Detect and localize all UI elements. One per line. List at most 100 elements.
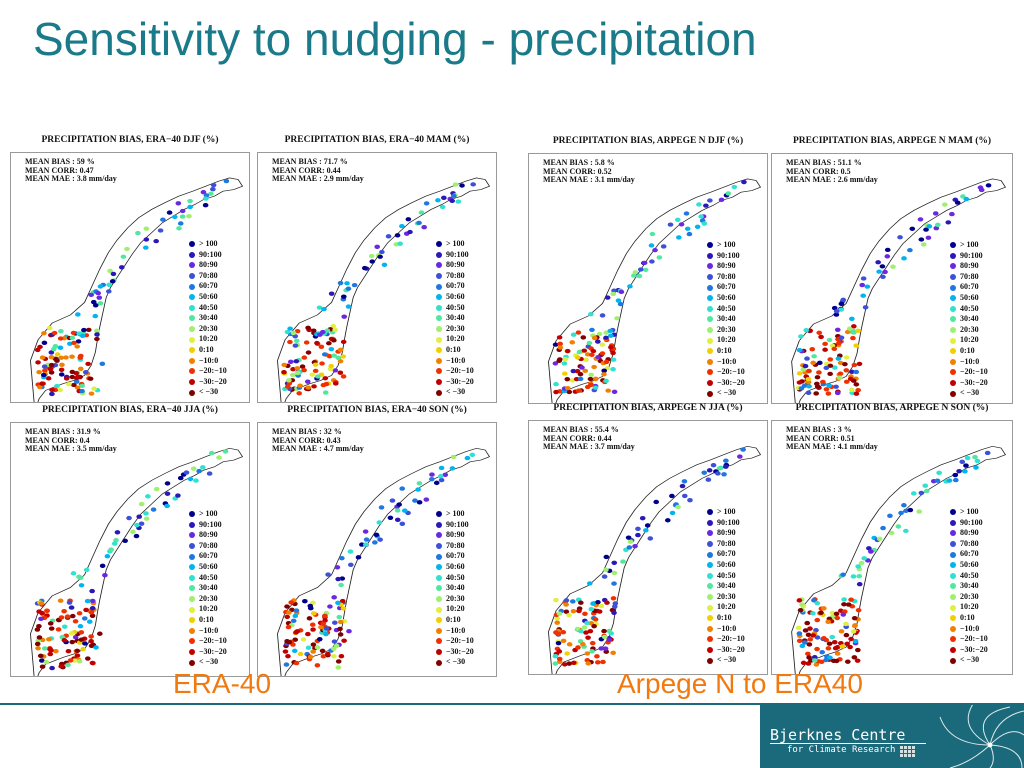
station-marker [636,273,643,279]
station-marker [347,549,354,554]
station-marker [884,247,891,253]
legend-entry: 20:30 [707,325,745,336]
station-marker [814,646,820,652]
legend-entry: 10:20 [707,602,745,613]
station-marker [210,187,216,192]
station-marker [429,472,435,477]
station-marker [946,478,953,483]
station-marker [68,631,75,636]
station-marker [287,326,293,331]
legend-label: −20:−10 [717,367,745,377]
legend-label: < −30 [960,388,980,398]
legend-label: −20:−10 [446,366,474,376]
station-marker [706,468,713,473]
legend-entry: < −30 [950,655,988,666]
station-marker [856,573,863,579]
map-panel: PRECIPITATION BIAS, ARPEGE N MAM (%) MEAN… [771,136,1013,404]
station-marker [635,532,641,538]
station-marker [42,368,48,373]
station-marker [88,634,94,639]
station-marker [450,454,457,460]
station-marker [611,610,617,615]
station-marker [339,555,345,561]
station-marker [337,347,344,352]
station-marker [560,638,567,644]
station-marker [331,353,337,358]
station-marker [88,292,94,298]
legend-entry: 20:30 [436,324,474,335]
legend-entry: −10:0 [189,356,227,367]
station-marker [429,476,435,482]
station-marker [554,620,561,625]
station-marker [363,542,369,547]
station-marker [470,182,476,187]
station-marker [827,371,833,377]
station-marker [843,621,849,627]
station-marker [574,355,581,360]
legend-label: > 100 [960,240,979,249]
legend-color-dot [189,532,195,539]
station-marker [92,303,99,308]
legend-color-dot [707,348,713,355]
station-marker [603,335,609,340]
station-marker [822,347,828,352]
station-marker [854,658,861,663]
station-marker [73,375,80,381]
station-marker [47,621,54,626]
station-marker [179,214,186,219]
legend-color-dot [189,294,195,301]
station-marker [326,341,332,346]
station-marker [907,247,913,253]
legend-color-dot [436,326,442,333]
legend-color-dot [189,659,195,666]
station-marker [81,327,87,333]
legend-color-dot [189,326,195,333]
station-marker [588,372,595,377]
station-marker [687,497,693,503]
legend-color-dot [436,273,442,280]
legend-color-dot [436,532,442,539]
station-marker [37,344,43,350]
station-marker [293,608,300,613]
station-marker [681,479,688,484]
station-marker [322,390,329,395]
station-marker [611,570,618,576]
legend-entry: 80:90 [436,530,474,541]
legend-entry: −30:−20 [189,647,227,658]
legend-label: 10:20 [717,602,736,612]
legend-label: 80:90 [199,530,218,540]
station-marker [49,387,55,393]
legend-label: 40:50 [199,572,218,582]
station-marker [71,340,77,346]
station-marker [639,515,646,521]
station-marker [825,391,832,396]
stat-bias: MEAN BIAS : 32 % [272,427,342,436]
station-marker [290,367,296,372]
legend-entry: 50:60 [950,293,988,304]
station-marker [399,223,405,229]
station-marker [847,644,853,650]
station-marker [57,345,64,350]
station-marker [306,616,313,621]
station-marker [972,454,978,460]
station-marker [164,503,170,509]
station-marker [813,391,820,396]
station-marker [570,332,577,337]
station-marker [579,365,585,370]
station-marker [77,353,84,359]
station-marker [598,646,605,651]
station-marker [868,549,874,554]
legend-label: 20:30 [446,593,465,603]
legend-label: 80:90 [717,261,736,271]
station-marker [934,222,941,227]
legend-entry: −20:−10 [707,634,745,645]
station-marker [798,334,804,339]
station-marker [918,490,925,496]
station-marker [610,357,617,362]
legend-entry: 0:10 [707,346,745,357]
station-marker [340,339,347,345]
station-marker [46,325,53,331]
station-marker [187,204,193,210]
legend-label: 60:70 [446,281,465,291]
caption-arpege: Arpege N to ERA40 [617,668,863,699]
